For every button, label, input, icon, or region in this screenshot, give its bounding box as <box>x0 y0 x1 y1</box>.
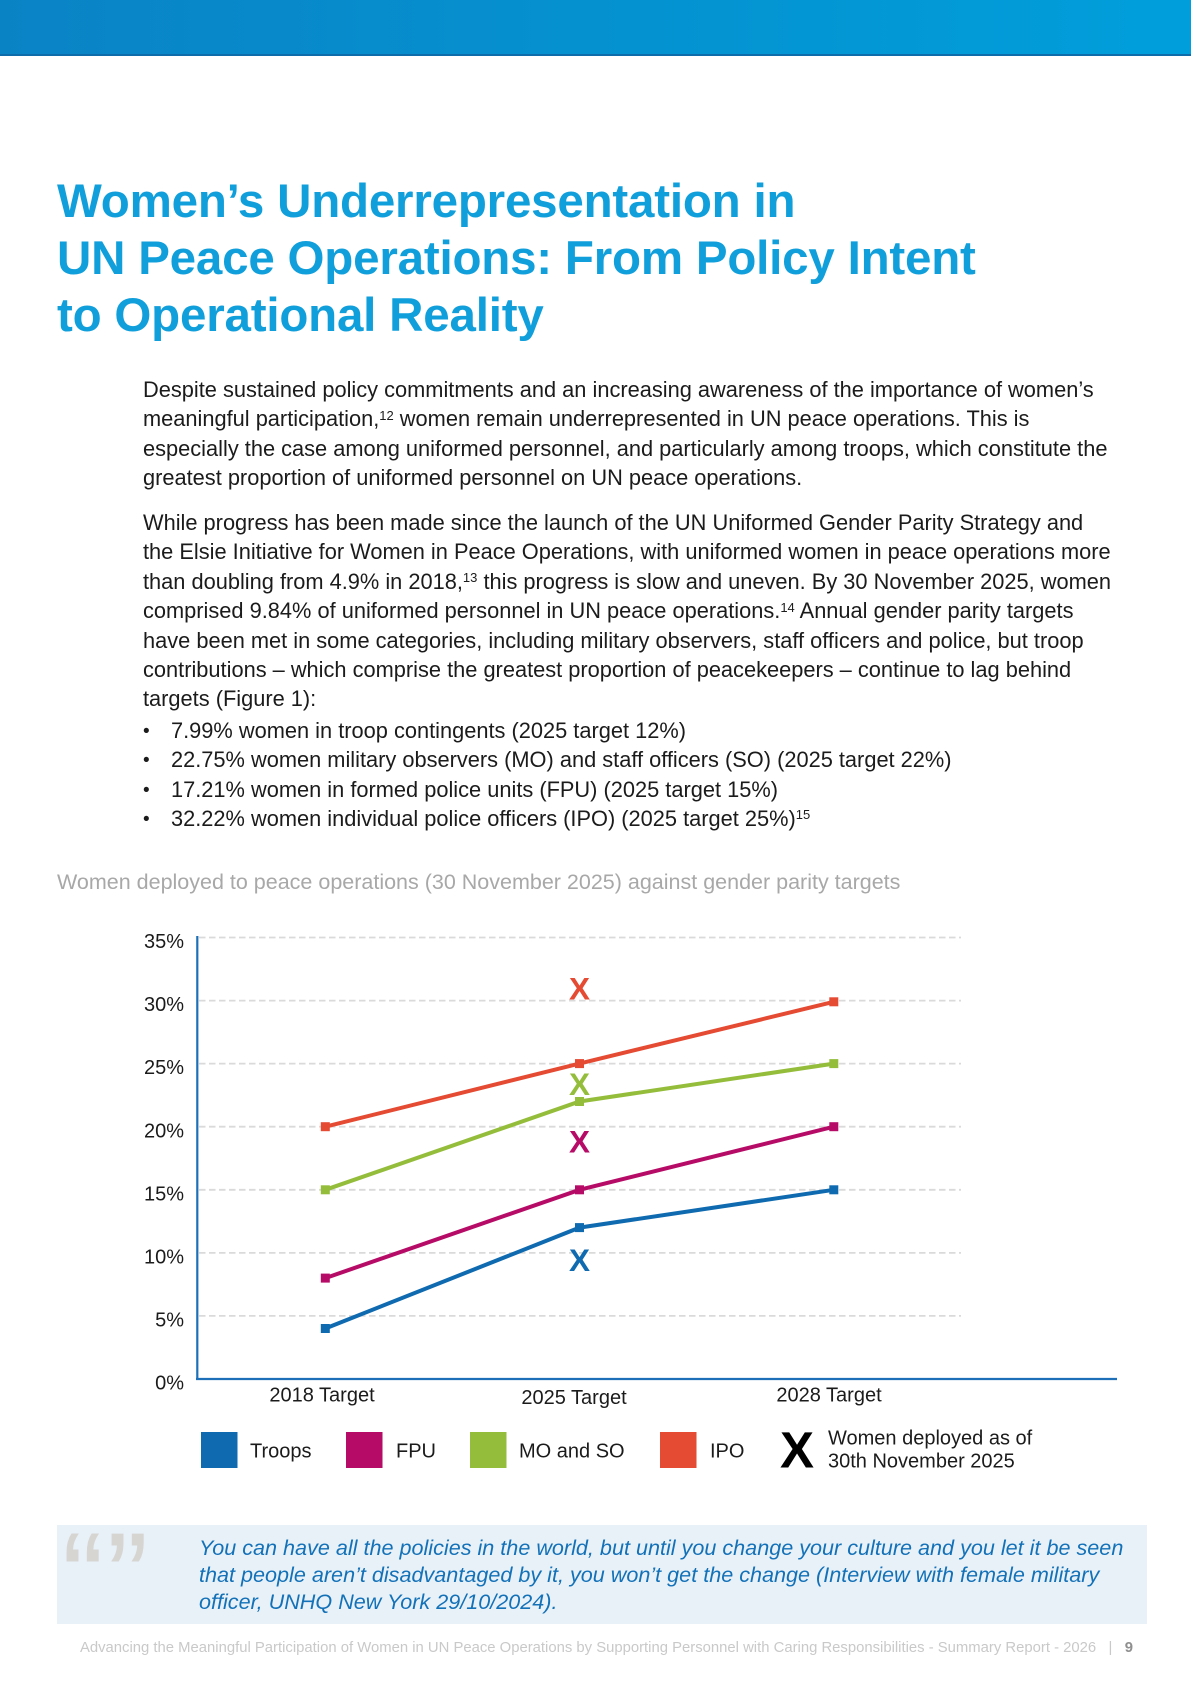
svg-text:35%: 35% <box>144 931 184 953</box>
svg-text:0%: 0% <box>155 1373 184 1395</box>
svg-text:20%: 20% <box>144 1120 184 1142</box>
svg-text:2018 Target: 2018 Target <box>269 1384 375 1406</box>
svg-text:15%: 15% <box>144 1183 184 1205</box>
svg-text:10%: 10% <box>144 1247 184 1269</box>
svg-text:5%: 5% <box>155 1310 184 1332</box>
svg-text:IPO: IPO <box>710 1441 744 1463</box>
svg-text:X: X <box>569 970 590 1006</box>
svg-text:X: X <box>569 1066 590 1102</box>
svg-text:FPU: FPU <box>396 1441 436 1463</box>
svg-text:2025 Target: 2025 Target <box>521 1387 627 1409</box>
svg-text:MO and SO: MO and SO <box>519 1441 625 1463</box>
svg-text:Women deployed as of: Women deployed as of <box>828 1428 1033 1450</box>
svg-text:25%: 25% <box>144 1057 184 1079</box>
svg-text:X: X <box>780 1421 814 1478</box>
svg-text:X: X <box>569 1124 590 1160</box>
svg-text:30%: 30% <box>144 994 184 1016</box>
svg-text:X: X <box>569 1242 590 1278</box>
svg-text:Troops: Troops <box>250 1441 312 1463</box>
svg-text:30th November 2025: 30th November 2025 <box>828 1450 1015 1472</box>
svg-text:2028 Target: 2028 Target <box>776 1384 882 1406</box>
